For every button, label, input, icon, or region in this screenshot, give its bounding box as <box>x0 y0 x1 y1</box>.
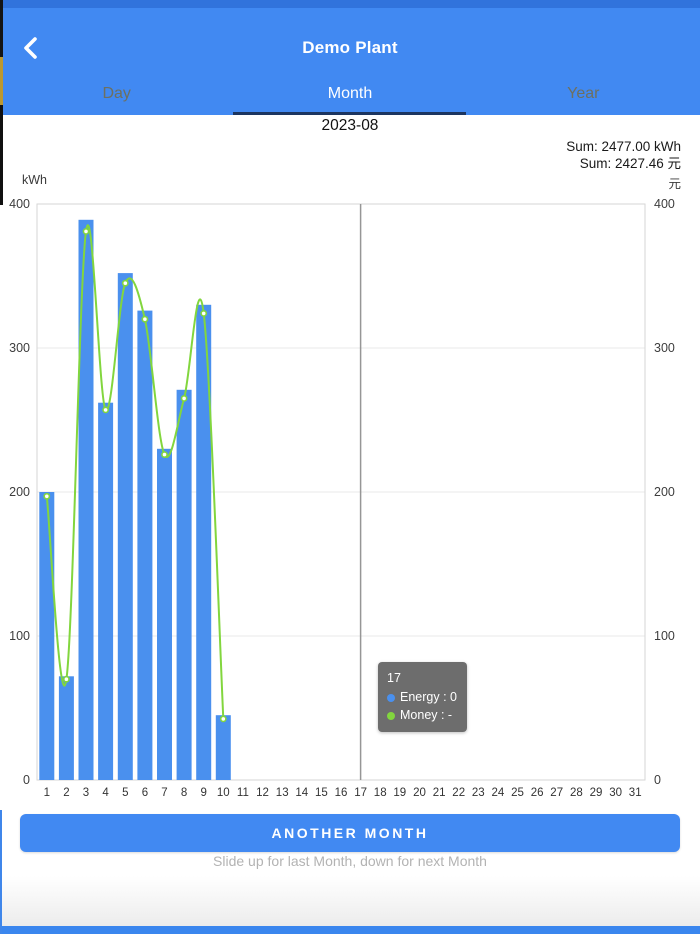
tab-bar: Day Month Year <box>0 75 700 112</box>
bar-day-2[interactable] <box>58 676 74 780</box>
bar-day-1[interactable] <box>39 492 55 780</box>
x-axis-label: 10 <box>217 787 230 799</box>
money-point <box>102 406 109 414</box>
tooltip-money-row: Money : - <box>387 706 457 724</box>
money-point <box>219 715 227 723</box>
money-point <box>180 394 188 402</box>
screen-edge-artifact <box>0 0 3 57</box>
x-axis-label: 16 <box>335 787 348 799</box>
back-button[interactable] <box>16 32 48 64</box>
left-axis-tick: 300 <box>9 341 30 355</box>
plot-border <box>36 203 646 781</box>
left-axis-unit: kWh <box>22 173 47 187</box>
bar-day-3[interactable] <box>78 219 94 781</box>
bar-day-8[interactable] <box>176 389 192 780</box>
x-axis-label: 4 <box>102 787 109 799</box>
chevron-left-icon <box>24 37 37 59</box>
page-title: Demo Plant <box>302 38 398 57</box>
x-axis-label: 13 <box>276 787 289 799</box>
screen-edge-artifact <box>0 810 2 934</box>
x-axis-label: 29 <box>590 787 603 799</box>
x-axis-label: 3 <box>83 787 89 799</box>
tab-month[interactable]: Month <box>327 84 373 102</box>
summary-block: Sum: 2477.00 kWh Sum: 2427.46 元 <box>566 138 681 172</box>
x-axis-label: 27 <box>550 787 563 799</box>
left-axis-tick: 0 <box>23 773 30 787</box>
x-axis-label: 5 <box>122 787 128 799</box>
tooltip-energy-label: Energy : 0 <box>400 690 457 704</box>
tab-day[interactable]: Day <box>102 84 131 102</box>
x-axis-label: 11 <box>237 787 249 799</box>
x-axis-label: 8 <box>181 787 187 799</box>
x-axis-label: 30 <box>609 787 622 799</box>
bar-day-10[interactable] <box>215 715 231 780</box>
left-axis-tick: 100 <box>9 629 30 643</box>
right-axis-tick: 100 <box>654 629 675 643</box>
money-dot-icon <box>387 711 395 720</box>
energy-money-chart[interactable]: 0 0 100 100 200 200 300 300 400 400 1 2 3 4 5 6 7 8 9 10 11 1… <box>0 185 700 805</box>
tooltip-money-label: Money : - <box>400 708 453 722</box>
money-point <box>200 309 208 317</box>
money-point <box>82 228 90 235</box>
right-axis-tick: 400 <box>654 197 675 211</box>
x-axis-label: 26 <box>531 787 544 799</box>
x-axis-label: 18 <box>374 787 387 799</box>
x-axis-label: 17 <box>354 787 367 799</box>
bottom-gradient <box>0 876 700 926</box>
tab-year[interactable]: Year <box>567 84 600 102</box>
right-axis-unit: 元 <box>668 177 681 191</box>
money-point <box>63 675 70 683</box>
screen-edge-artifact <box>0 105 3 205</box>
x-axis-label: 20 <box>413 787 426 799</box>
tooltip-day: 17 <box>387 671 401 685</box>
energy-sum: Sum: 2477.00 kWh <box>566 139 681 154</box>
screen-edge-artifact <box>0 57 3 105</box>
money-sum: Sum: 2427.46 元 <box>579 156 681 171</box>
status-bar <box>0 0 700 8</box>
right-axis-tick: 0 <box>654 773 661 787</box>
bar-day-4[interactable] <box>98 402 114 780</box>
x-axis-label: 31 <box>629 787 642 799</box>
tooltip-energy-row: Energy : 0 <box>387 688 457 706</box>
x-axis-label: 15 <box>315 787 328 799</box>
bar-day-7[interactable] <box>157 448 172 780</box>
money-point <box>43 492 51 500</box>
x-axis-label: 24 <box>492 787 505 799</box>
x-axis-label: 1 <box>44 787 50 799</box>
money-point <box>141 315 149 323</box>
right-axis-tick: 300 <box>654 341 675 355</box>
x-axis-label: 2 <box>63 787 69 799</box>
x-axis-label: 14 <box>295 787 308 799</box>
x-axis-label: 12 <box>256 787 269 799</box>
left-axis-tick: 200 <box>9 485 30 499</box>
money-point <box>161 451 168 458</box>
app-header: Demo Plant Day Month Year <box>0 0 700 115</box>
selected-period[interactable]: 2023-08 <box>321 117 379 134</box>
x-axis-label: 22 <box>452 787 465 799</box>
x-axis-label: 25 <box>511 787 524 799</box>
x-axis-label: 21 <box>433 787 446 799</box>
x-axis-label: 9 <box>200 787 206 799</box>
left-axis-tick: 400 <box>9 197 30 211</box>
bottom-home-bar <box>0 926 700 934</box>
bar-day-6[interactable] <box>137 310 153 780</box>
x-axis-label: 19 <box>393 787 406 799</box>
x-axis-label: 6 <box>142 787 148 799</box>
x-axis-label: 23 <box>472 787 485 799</box>
another-month-button[interactable]: ANOTHER MONTH <box>20 814 680 852</box>
right-axis-tick: 200 <box>654 485 675 499</box>
chart-tooltip: 17 Energy : 0 Money : - <box>378 662 467 732</box>
bar-day-9[interactable] <box>196 304 212 780</box>
energy-dot-icon <box>387 693 395 702</box>
x-axis-label: 7 <box>161 787 167 799</box>
money-point <box>121 279 129 287</box>
active-tab-indicator <box>233 112 466 115</box>
x-axis-label: 28 <box>570 787 583 799</box>
bar-day-5[interactable] <box>117 273 133 780</box>
swipe-hint: Slide up for last Month, down for next M… <box>213 853 487 869</box>
